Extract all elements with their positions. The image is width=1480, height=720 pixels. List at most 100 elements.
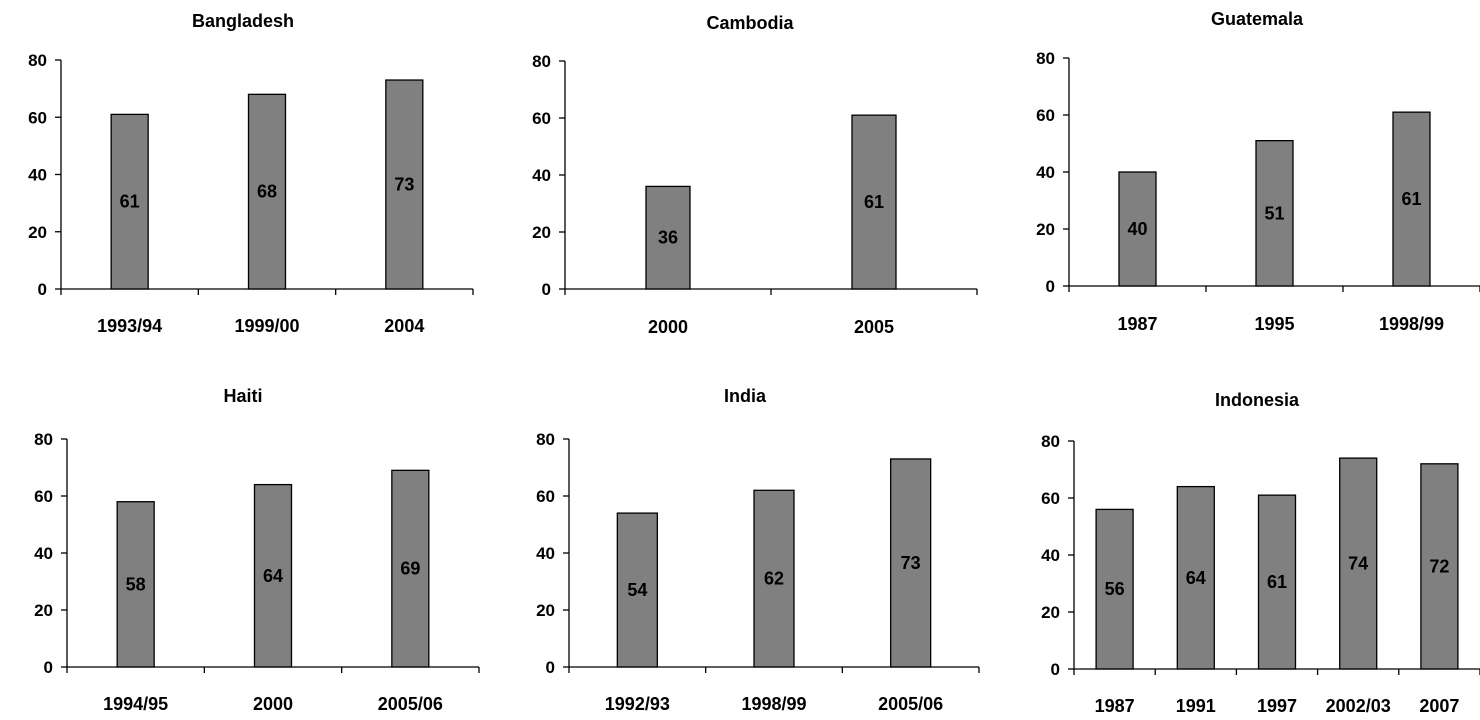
x-tick-label: 2005/06 (378, 694, 443, 714)
data-label: 62 (764, 569, 784, 589)
chart-panel: Guatemala 0 20 40 60 80 40 1987 51 1995 61 1998/99 (1036, 9, 1480, 334)
chart-title: India (724, 386, 767, 406)
bar (1420, 463, 1459, 670)
data-label: 73 (901, 553, 921, 573)
data-label: 58 (126, 574, 146, 594)
bar (391, 469, 430, 668)
chart-panel: Indonesia 0 20 40 60 80 56 1987 64 1991 61 1997 74 20… (1041, 390, 1480, 716)
bar (1176, 485, 1215, 670)
data-label: 74 (1348, 554, 1368, 574)
y-tick-label: 20 (34, 601, 53, 620)
bar (616, 512, 658, 668)
bar (253, 483, 293, 668)
y-tick-label: 40 (536, 544, 555, 563)
y-tick-label: 0 (44, 658, 53, 677)
chart-title: Indonesia (1215, 390, 1300, 410)
bar (1118, 171, 1157, 287)
data-label: 64 (263, 566, 283, 586)
x-tick-label: 2005/06 (878, 694, 943, 714)
bar (247, 93, 287, 290)
y-tick-label: 40 (34, 544, 53, 563)
y-tick-label: 80 (1036, 49, 1055, 68)
y-tick-label: 0 (542, 280, 551, 299)
data-label: 61 (864, 192, 884, 212)
y-tick-label: 20 (1041, 603, 1060, 622)
x-tick-label: 1999/00 (234, 316, 299, 336)
y-tick-label: 0 (38, 280, 47, 299)
chart-panel: India 0 20 40 60 80 54 1992/93 62 1998/99 73 2005/0… (536, 386, 980, 714)
data-label: 61 (120, 192, 140, 212)
chart-title: Bangladesh (192, 11, 294, 31)
bar (753, 489, 795, 668)
y-tick-label: 0 (546, 658, 555, 677)
bar (1339, 457, 1378, 670)
y-tick-label: 80 (1041, 432, 1060, 451)
data-label: 61 (1267, 572, 1287, 592)
y-tick-label: 80 (34, 430, 53, 449)
y-tick-label: 80 (28, 51, 47, 70)
y-tick-label: 60 (34, 487, 53, 506)
x-tick-label: 1998/99 (1379, 314, 1444, 334)
x-tick-label: 2007 (1419, 696, 1459, 716)
y-tick-label: 0 (1046, 277, 1055, 296)
y-tick-label: 20 (28, 223, 47, 242)
bar (1255, 139, 1294, 287)
data-label: 51 (1264, 203, 1284, 223)
x-tick-label: 1992/93 (605, 694, 670, 714)
y-tick-label: 60 (1041, 489, 1060, 508)
y-tick-label: 80 (536, 430, 555, 449)
y-tick-label: 40 (1036, 163, 1055, 182)
bar (1095, 508, 1134, 670)
x-tick-label: 1995 (1254, 314, 1294, 334)
data-label: 64 (1186, 568, 1206, 588)
bar (110, 113, 149, 290)
x-tick-label: 1987 (1095, 696, 1135, 716)
y-tick-label: 20 (532, 223, 551, 242)
bar (385, 79, 424, 290)
data-label: 61 (1401, 189, 1421, 209)
y-tick-label: 20 (1036, 220, 1055, 239)
x-tick-label: 2005 (854, 317, 894, 337)
chart-panel: Cambodia 0 20 40 60 80 36 2000 61 2005 (532, 13, 978, 337)
y-tick-label: 40 (1041, 546, 1060, 565)
chart-panel: Bangladesh 0 20 40 60 80 61 1993/94 68 1999/00 73 2… (28, 11, 474, 336)
data-label: 68 (257, 182, 277, 202)
y-tick-label: 60 (1036, 106, 1055, 125)
chart-title: Guatemala (1211, 9, 1304, 29)
y-tick-label: 80 (532, 52, 551, 71)
x-tick-label: 1993/94 (97, 316, 162, 336)
x-tick-label: 2002/03 (1326, 696, 1391, 716)
data-label: 54 (627, 580, 647, 600)
y-tick-label: 60 (532, 109, 551, 128)
bar (1392, 111, 1431, 287)
y-tick-label: 40 (532, 166, 551, 185)
x-tick-label: 1994/95 (103, 694, 168, 714)
x-tick-label: 2000 (253, 694, 293, 714)
y-tick-label: 20 (536, 601, 555, 620)
bar (1257, 494, 1297, 670)
bar (890, 458, 932, 668)
x-tick-label: 1998/99 (741, 694, 806, 714)
y-tick-label: 40 (28, 166, 47, 185)
data-label: 72 (1429, 556, 1449, 576)
x-tick-label: 1991 (1176, 696, 1216, 716)
y-tick-label: 60 (536, 487, 555, 506)
x-tick-label: 2004 (384, 316, 424, 336)
y-tick-label: 60 (28, 108, 47, 127)
data-label: 69 (400, 559, 420, 579)
data-label: 73 (394, 175, 414, 195)
bar (851, 114, 897, 290)
y-tick-label: 0 (1051, 660, 1060, 679)
chart-title: Haiti (223, 386, 262, 406)
x-tick-label: 1987 (1117, 314, 1157, 334)
x-tick-label: 1997 (1257, 696, 1297, 716)
data-label: 40 (1127, 219, 1147, 239)
bar (116, 501, 155, 668)
chart-title: Cambodia (706, 13, 794, 33)
chart-panel: Haiti 0 20 40 60 80 58 1994/95 64 2000 69 2005/06 (34, 386, 480, 714)
bar (645, 185, 691, 290)
data-label: 56 (1105, 579, 1125, 599)
data-label: 36 (658, 228, 678, 248)
x-tick-label: 2000 (648, 317, 688, 337)
